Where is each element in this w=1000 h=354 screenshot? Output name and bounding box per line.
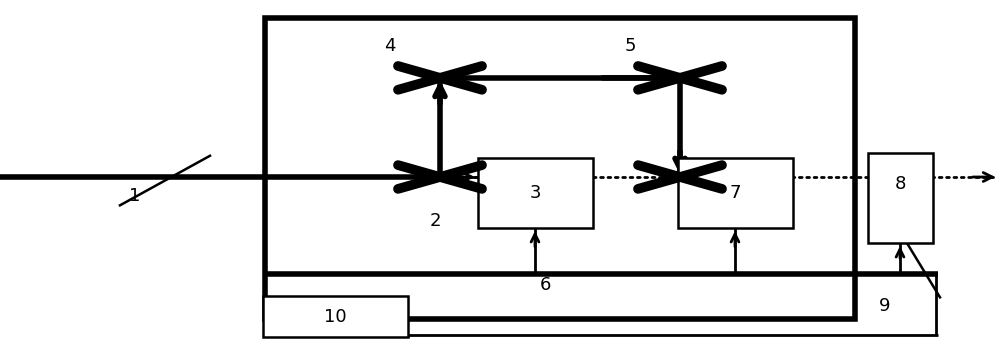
Text: 1: 1 xyxy=(129,188,141,205)
Text: 9: 9 xyxy=(879,297,891,315)
Bar xyxy=(265,18,855,319)
Bar xyxy=(678,158,792,228)
Bar xyxy=(478,158,592,228)
Text: 10: 10 xyxy=(324,308,346,326)
Text: 4: 4 xyxy=(384,37,396,55)
Bar xyxy=(868,153,932,244)
Text: 7: 7 xyxy=(729,184,741,202)
Text: 6: 6 xyxy=(539,276,551,294)
Text: 8: 8 xyxy=(894,175,906,193)
Text: 2: 2 xyxy=(429,212,441,230)
Bar xyxy=(262,297,408,337)
Text: 3: 3 xyxy=(529,184,541,202)
Text: 5: 5 xyxy=(624,37,636,55)
